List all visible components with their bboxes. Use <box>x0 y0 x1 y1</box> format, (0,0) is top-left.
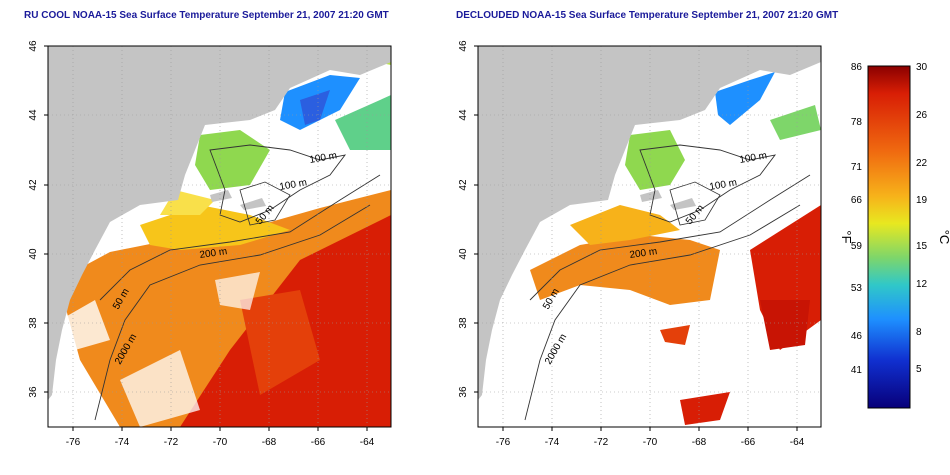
y-tick-label: 46 <box>458 40 469 52</box>
y-tick-label: 36 <box>28 386 39 398</box>
fahrenheit-axis-label: °F <box>839 230 854 243</box>
x-tick-label: -68 <box>262 437 277 448</box>
contour-label: 200 m <box>629 246 658 261</box>
celsius-tick: 15 <box>916 241 928 252</box>
fahrenheit-tick: 86 <box>851 62 863 73</box>
celsius-tick: 26 <box>916 110 928 121</box>
land-mass <box>48 46 391 400</box>
y-tick-label: 42 <box>458 179 469 191</box>
y-tick-label: 40 <box>458 248 469 260</box>
x-tick-label: -70 <box>213 437 228 448</box>
x-tick-label: -66 <box>311 437 326 448</box>
left-sst-map: 100 m 100 m 50 m 200 m 50 m 2000 m -76 -… <box>28 40 392 448</box>
land-mass <box>478 46 821 400</box>
y-tick-label: 40 <box>28 248 39 260</box>
fahrenheit-tick: 78 <box>851 117 863 128</box>
shelf-water-region <box>140 205 290 250</box>
celsius-tick: 30 <box>916 62 928 73</box>
celsius-tick: 22 <box>916 158 928 169</box>
colorbar-gradient <box>867 65 911 409</box>
right-sst-map: 100 m 100 m 50 m 200 m 50 m 2000 m -76 -… <box>458 40 822 448</box>
celsius-tick: 12 <box>916 279 928 290</box>
bathymetry-contour-200m <box>529 174 811 301</box>
y-tick-label: 38 <box>458 317 469 329</box>
x-tick-label: -66 <box>741 437 756 448</box>
celsius-tick: 19 <box>916 195 928 206</box>
fahrenheit-tick: 66 <box>851 195 863 206</box>
y-tick-label: 42 <box>28 179 39 191</box>
bathymetry-contour-100m <box>209 144 347 223</box>
warm-water-region <box>530 235 720 305</box>
fahrenheit-tick: 41 <box>851 365 863 376</box>
fahrenheit-tick: 53 <box>851 283 863 294</box>
bathymetry-contour-200m <box>99 174 381 301</box>
x-tick-label: -76 <box>496 437 511 448</box>
contour-label: 100 m <box>309 150 338 166</box>
x-tick-label: -68 <box>692 437 707 448</box>
y-tick-label: 44 <box>28 109 39 121</box>
contour-label: 200 m <box>199 246 228 261</box>
x-tick-label: -64 <box>790 437 805 448</box>
celsius-tick: 8 <box>916 327 922 338</box>
temperature-colorbar: 86 78 71 66 59 53 46 41 30 26 22 19 15 1… <box>839 62 950 409</box>
x-tick-label: -64 <box>360 437 375 448</box>
x-tick-label: -74 <box>545 437 560 448</box>
shelf-water-region <box>570 205 680 245</box>
bathymetry-contour-2000m <box>94 204 371 421</box>
x-tick-label: -72 <box>164 437 179 448</box>
fahrenheit-tick: 59 <box>851 241 863 252</box>
left-map-title: RU COOL NOAA-15 Sea Surface Temperature … <box>24 10 389 21</box>
y-tick-label: 46 <box>28 40 39 52</box>
y-tick-label: 38 <box>28 317 39 329</box>
bathymetry-contour-2000m <box>524 204 801 421</box>
celsius-tick: 5 <box>916 364 922 375</box>
contour-label: 100 m <box>739 150 768 166</box>
fahrenheit-tick: 71 <box>851 162 863 173</box>
bathymetry-contour-100m <box>639 144 777 223</box>
fahrenheit-tick: 46 <box>851 331 863 342</box>
contour-label: 100 m <box>279 177 308 193</box>
contour-label: 100 m <box>709 177 738 193</box>
gulf-of-maine-cool-region <box>625 130 685 190</box>
y-tick-label: 44 <box>458 109 469 121</box>
x-tick-label: -76 <box>66 437 81 448</box>
celsius-axis-label: °C <box>937 230 950 245</box>
right-map-title: DECLOUDED NOAA-15 Sea Surface Temperatur… <box>456 10 839 21</box>
x-tick-label: -70 <box>643 437 658 448</box>
x-tick-label: -72 <box>594 437 609 448</box>
y-tick-label: 36 <box>458 386 469 398</box>
x-tick-label: -74 <box>115 437 130 448</box>
